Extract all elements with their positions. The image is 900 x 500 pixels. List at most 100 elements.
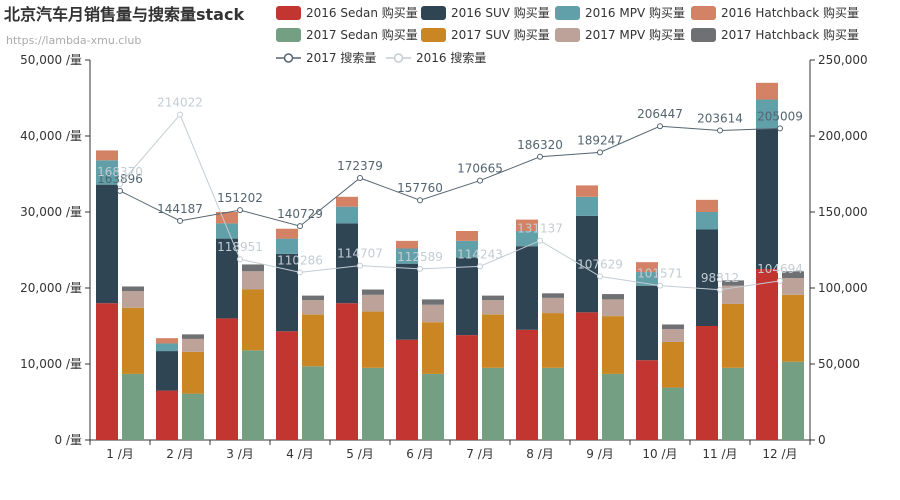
legend[interactable]: 2016 Sedan 购买量 2016 SUV 购买量 2016 MPV 购买量 20…	[276, 5, 859, 65]
bar-segment[interactable]	[482, 314, 504, 368]
bar-segment[interactable]	[576, 196, 598, 216]
legend-item[interactable]: 2016 MPV 购买量	[555, 5, 685, 20]
bar-segment[interactable]	[722, 285, 744, 304]
bar-segment[interactable]	[182, 393, 204, 440]
line-point[interactable]	[777, 277, 783, 284]
bar-segment[interactable]	[96, 184, 118, 304]
bar-segment[interactable]	[156, 351, 178, 391]
bar-segment[interactable]	[276, 253, 298, 332]
line-point[interactable]	[597, 273, 603, 280]
bar-segment[interactable]	[182, 351, 204, 394]
bar-segment[interactable]	[662, 341, 684, 388]
line-point[interactable]	[237, 256, 243, 263]
bar-segment[interactable]	[216, 238, 238, 319]
bar-segment[interactable]	[482, 367, 504, 440]
bar-segment[interactable]	[516, 219, 538, 231]
bar-segment[interactable]	[482, 295, 504, 301]
bar-segment[interactable]	[756, 82, 778, 100]
bar-segment[interactable]	[576, 215, 598, 313]
legend-item[interactable]: 2016 SUV 购买量	[421, 5, 550, 20]
bar-segment[interactable]	[662, 329, 684, 342]
legend-item[interactable]: 2017 SUV 购买量	[421, 27, 550, 42]
bar-segment[interactable]	[242, 350, 264, 440]
bar-segment[interactable]	[602, 373, 624, 440]
bar-segment[interactable]	[782, 294, 804, 362]
bar-segment[interactable]	[396, 240, 418, 249]
bar-segment[interactable]	[216, 223, 238, 239]
line-point[interactable]	[417, 265, 423, 272]
bar-segment[interactable]	[396, 263, 418, 340]
legend-item[interactable]: 2017 Sedan 购买量	[276, 27, 418, 42]
bar-segment[interactable]	[276, 228, 298, 239]
bar-segment[interactable]	[242, 289, 264, 351]
bar-segment[interactable]	[182, 338, 204, 352]
line-point[interactable]	[357, 262, 363, 269]
bar-segment[interactable]	[396, 339, 418, 440]
bar-segment[interactable]	[276, 238, 298, 254]
line-point[interactable]	[357, 174, 363, 181]
line-point[interactable]	[477, 263, 483, 270]
line-point[interactable]	[597, 149, 603, 156]
bar-segment[interactable]	[662, 324, 684, 330]
bar-segment[interactable]	[636, 360, 658, 440]
line-point[interactable]	[477, 177, 483, 184]
line-point[interactable]	[237, 207, 243, 214]
bar-segment[interactable]	[456, 335, 478, 440]
bar-segment[interactable]	[542, 293, 564, 298]
bar-segment[interactable]	[336, 223, 358, 304]
bar-segment[interactable]	[336, 196, 358, 207]
line-point[interactable]	[297, 223, 303, 230]
bar-segment[interactable]	[756, 269, 778, 440]
bar-segment[interactable]	[516, 231, 538, 247]
bar-segment[interactable]	[276, 331, 298, 440]
bar-segment[interactable]	[242, 271, 264, 290]
legend-item[interactable]: 2017 搜索量	[276, 50, 376, 65]
bar-segment[interactable]	[96, 303, 118, 440]
bar-segment[interactable]	[422, 322, 444, 374]
line-point[interactable]	[717, 286, 723, 293]
bar-segment[interactable]	[636, 262, 658, 273]
bar-segment[interactable]	[722, 367, 744, 440]
bar-segment[interactable]	[696, 212, 718, 230]
bar-segment[interactable]	[576, 185, 598, 197]
bar-segment[interactable]	[456, 240, 478, 258]
bar-segment[interactable]	[362, 367, 384, 440]
line-point[interactable]	[537, 153, 543, 160]
bar-segment[interactable]	[396, 248, 418, 264]
line-point[interactable]	[717, 127, 723, 134]
bar-segment[interactable]	[542, 297, 564, 314]
bar-segment[interactable]	[516, 329, 538, 440]
line-point[interactable]	[297, 269, 303, 276]
bar-segment[interactable]	[216, 318, 238, 440]
bar-segment[interactable]	[122, 291, 144, 308]
bar-segment[interactable]	[422, 304, 444, 323]
bar-segment[interactable]	[156, 390, 178, 440]
bar-segment[interactable]	[336, 303, 358, 440]
bar-segment[interactable]	[96, 150, 118, 161]
bar-segment[interactable]	[756, 128, 778, 269]
bar-segment[interactable]	[782, 278, 804, 295]
bar-segment[interactable]	[576, 312, 598, 440]
legend-item[interactable]: 2017 MPV 购买量	[555, 27, 685, 42]
bar-segment[interactable]	[722, 280, 744, 286]
line-point[interactable]	[177, 111, 183, 118]
bar-segment[interactable]	[362, 311, 384, 368]
bar-segment[interactable]	[122, 373, 144, 440]
bar-segment[interactable]	[242, 264, 264, 272]
bar-segment[interactable]	[362, 294, 384, 312]
bar-segment[interactable]	[662, 387, 684, 440]
bar-segment[interactable]	[302, 300, 324, 315]
bar-segment[interactable]	[722, 303, 744, 368]
line-point[interactable]	[537, 237, 543, 244]
bar-segment[interactable]	[96, 160, 118, 185]
line-point[interactable]	[117, 181, 123, 188]
line-point[interactable]	[117, 187, 123, 194]
line-point[interactable]	[657, 123, 663, 130]
bar-segment[interactable]	[122, 286, 144, 292]
bar-segment[interactable]	[636, 285, 658, 361]
legend-item[interactable]: 2017 Hatchback 购买量	[691, 27, 859, 42]
bar-segment[interactable]	[156, 343, 178, 352]
bar-segment[interactable]	[782, 361, 804, 440]
bar-segment[interactable]	[422, 299, 444, 305]
legend-item[interactable]: 2016 搜索量	[386, 50, 486, 65]
